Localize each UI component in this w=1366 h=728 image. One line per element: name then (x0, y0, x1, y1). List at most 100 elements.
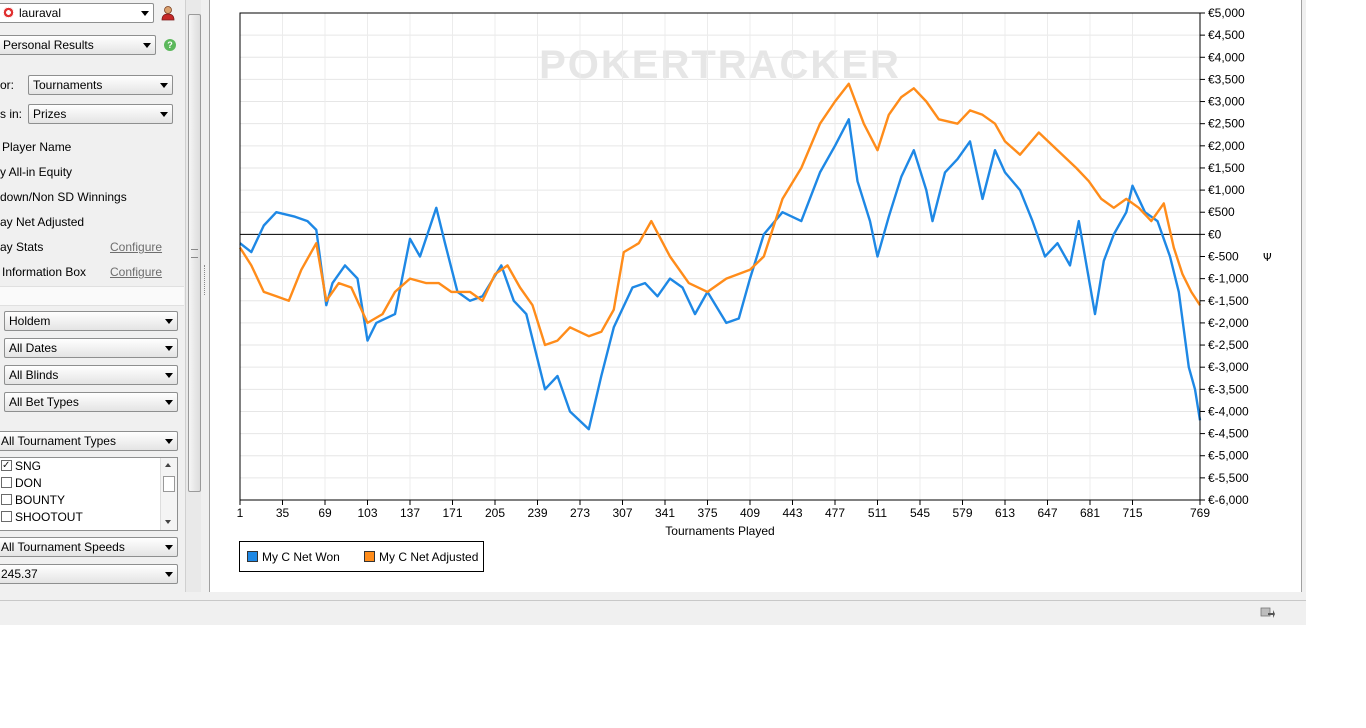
user-icon[interactable] (160, 5, 176, 21)
scroll-up-icon[interactable] (165, 463, 171, 467)
checkbox[interactable] (1, 494, 12, 505)
tournament-type-item[interactable]: SHOOTOUT (1, 509, 83, 526)
scroll-down-icon[interactable] (165, 520, 171, 524)
tournament-types-select[interactable]: All Tournament Types (0, 431, 178, 451)
legend-label: My C Net Adjusted (379, 550, 479, 564)
tournament-type-label: SHOOTOUT (15, 510, 83, 524)
for-select[interactable]: Tournaments (28, 75, 173, 95)
y-tick-label: €2,500 (1208, 117, 1245, 131)
option-sd-winnings[interactable]: down/Non SD Winnings (0, 190, 127, 204)
grip-icon (204, 265, 206, 295)
chevron-down-icon (165, 319, 173, 324)
y-tick-label: €-4,000 (1208, 404, 1249, 418)
player-select[interactable]: lauraval (0, 3, 154, 23)
x-tick-label: 545 (910, 506, 930, 520)
dates-select-value: All Dates (9, 341, 58, 355)
x-tick-label: 579 (952, 506, 972, 520)
chevron-down-icon (160, 83, 168, 88)
y-tick-label: €3,500 (1208, 72, 1245, 86)
series-line (238, 82, 1202, 347)
legend-swatch (247, 551, 258, 562)
checkbox[interactable] (1, 477, 12, 488)
chevron-down-icon (165, 572, 173, 577)
scroll-thumb[interactable] (163, 476, 175, 492)
x-tick-label: 69 (318, 506, 332, 520)
blinds-select[interactable]: All Blinds (4, 365, 178, 385)
bet-types-select[interactable]: All Bet Types (4, 392, 178, 412)
chevron-down-icon (160, 112, 168, 117)
option-player-name[interactable]: Player Name (2, 140, 72, 154)
y-tick-label: €-5,000 (1208, 449, 1249, 463)
y-tick-label: €-3,000 (1208, 360, 1249, 374)
app-window: lauraval Personal Results ? or: Tourname… (0, 0, 1306, 624)
blinds-select-value: All Blinds (9, 368, 59, 382)
checkbox[interactable] (1, 511, 12, 522)
for-select-value: Tournaments (33, 78, 103, 92)
show-select[interactable]: Prizes (28, 104, 173, 124)
bet-types-select-value: All Bet Types (9, 395, 79, 409)
x-tick-label: 307 (612, 506, 632, 520)
list-scrollbar[interactable] (160, 458, 177, 530)
stats-configure-link[interactable]: Configure (110, 240, 163, 254)
legend-item-net-adjusted: My C Net Adjusted (364, 550, 478, 564)
y-tick-label: €-5,500 (1208, 471, 1249, 485)
help-icon[interactable]: ? (164, 39, 176, 51)
x-tick-label: 341 (655, 506, 675, 520)
poker-chip-icon (3, 7, 14, 18)
y-tick-label: €4,500 (1208, 28, 1245, 42)
y-tick-label: €-4,500 (1208, 427, 1249, 441)
info-box-configure-link[interactable]: Configure (110, 265, 163, 279)
status-bar (0, 600, 1306, 625)
x-tick-label: 273 (570, 506, 590, 520)
x-tick-label: 409 (740, 506, 760, 520)
tournament-type-item[interactable]: BOUNTY (1, 492, 65, 509)
tournament-speeds-select[interactable]: All Tournament Speeds (0, 537, 178, 557)
view-select[interactable]: Personal Results (0, 35, 156, 55)
y-tick-label: €2,000 (1208, 139, 1245, 153)
x-tick-label: 443 (782, 506, 802, 520)
y-tick-label: €-3,500 (1208, 382, 1249, 396)
x-tick-label: 103 (357, 506, 377, 520)
scroll-thumb[interactable] (188, 14, 201, 492)
watermark: POKERTRACKER (539, 43, 901, 87)
series-line (239, 118, 1202, 431)
legend-swatch (364, 551, 375, 562)
option-net-adjusted[interactable]: ay Net Adjusted (0, 215, 85, 229)
for-label: or: (0, 78, 15, 92)
option-allin-equity[interactable]: y All-in Equity (0, 165, 73, 179)
chevron-down-icon (143, 43, 151, 48)
tournament-type-list[interactable]: SNG DON BOUNTY SHOOTOUT (0, 457, 178, 531)
y-tick-label: €-2,000 (1208, 316, 1249, 330)
legend-label: My C Net Won (262, 550, 340, 564)
x-tick-label: 715 (1122, 506, 1142, 520)
y-tick-label: €-500 (1208, 250, 1239, 264)
x-axis-title: Tournaments Played (665, 524, 774, 538)
x-tick-label: 613 (995, 506, 1015, 520)
axis-side-glyph: Ψ (1263, 251, 1272, 264)
y-tick-label: €-1,000 (1208, 272, 1249, 286)
option-stats[interactable]: ay Stats (0, 240, 44, 254)
dates-select[interactable]: All Dates (4, 338, 178, 358)
view-select-value: Personal Results (3, 38, 94, 52)
x-tick-label: 205 (485, 506, 505, 520)
grip-icon (191, 249, 198, 258)
x-tick-label: 137 (400, 506, 420, 520)
buyin-select-value: 245.37 (1, 567, 38, 581)
option-info-box[interactable]: Information Box (2, 265, 87, 279)
tournament-type-label: DON (15, 476, 42, 490)
tournament-type-item[interactable]: SNG (1, 457, 41, 475)
tournament-speeds-select-value: All Tournament Speeds (1, 540, 125, 554)
buyin-select[interactable]: 245.37 (0, 564, 178, 584)
y-tick-label: €-2,500 (1208, 338, 1249, 352)
player-name: lauraval (19, 6, 62, 20)
game-select[interactable]: Holdem (4, 311, 178, 331)
x-tick-label: 35 (276, 506, 290, 520)
panel-splitter[interactable] (201, 0, 209, 592)
y-tick-label: €5,000 (1208, 6, 1245, 20)
y-tick-label: €4,000 (1208, 50, 1245, 64)
checkbox[interactable] (1, 457, 12, 474)
left-panel-scrollbar[interactable] (185, 0, 202, 592)
refresh-icon[interactable] (1259, 606, 1275, 620)
tournament-type-item[interactable]: DON (1, 475, 42, 492)
y-tick-label: €-6,000 (1208, 493, 1249, 507)
